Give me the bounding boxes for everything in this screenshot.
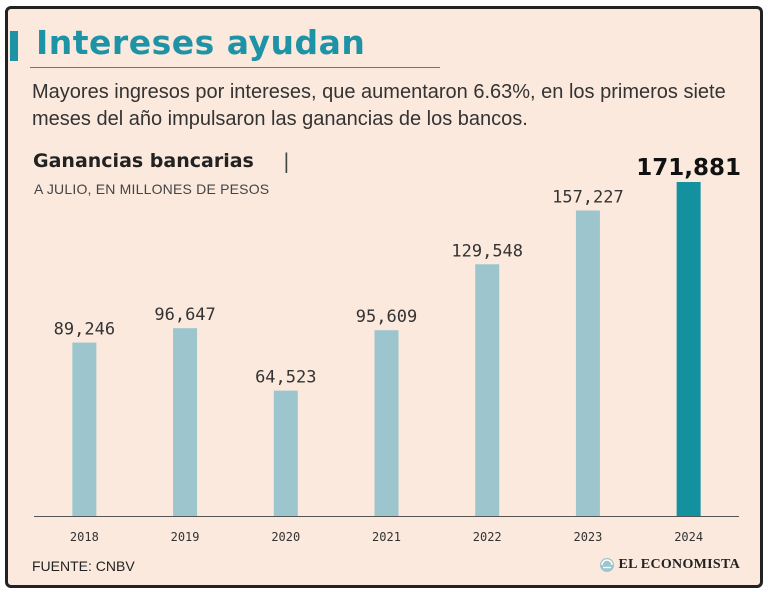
value-label-2023: 157,227 xyxy=(552,187,624,207)
x-tick-label-2019: 2019 xyxy=(171,530,200,544)
x-tick-label-2024: 2024 xyxy=(674,530,703,544)
value-label-2018: 89,246 xyxy=(54,320,115,340)
bar-2024 xyxy=(676,182,701,516)
value-label-2024: 171,881 xyxy=(636,155,741,181)
x-tick-label-2020: 2020 xyxy=(271,530,300,544)
bar-2020 xyxy=(273,390,298,516)
brand: EL ECONOMISTA xyxy=(599,557,741,573)
value-label-2019: 96,647 xyxy=(154,305,215,325)
chart-title-separator: | xyxy=(283,149,290,173)
title-accent-bar xyxy=(10,31,18,61)
chart-unit-label: A JULIO, EN MILLONES DE PESOS xyxy=(34,181,270,197)
x-tick-label-2021: 2021 xyxy=(372,530,401,544)
bar-2023 xyxy=(575,210,600,517)
subtitle: Mayores ingresos por intereses, que aume… xyxy=(32,81,726,130)
bar-2021 xyxy=(374,330,399,516)
bar-2019 xyxy=(173,328,198,516)
x-tick-label-2018: 2018 xyxy=(70,530,99,544)
source-note: FUENTE: CNBV xyxy=(32,558,135,574)
value-label-2020: 64,523 xyxy=(255,368,316,388)
x-tick-label-2023: 2023 xyxy=(573,530,602,544)
brand-name: EL ECONOMISTA xyxy=(618,557,740,572)
bar-2018 xyxy=(72,342,97,516)
bar-chart: 89,246 2018 96,647 2019 64,523 2020 95,609 2021… xyxy=(34,155,741,544)
value-label-2022: 129,548 xyxy=(451,241,523,261)
page-title: Intereses ayudan xyxy=(36,23,366,62)
x-tick-label-2022: 2022 xyxy=(473,530,502,544)
value-label-2021: 95,609 xyxy=(356,307,417,327)
infographic-card: Intereses ayudan Mayores ingresos por in… xyxy=(5,6,763,588)
title-underline xyxy=(30,67,440,68)
bar-2022 xyxy=(475,264,500,516)
chart-title: Ganancias bancarias xyxy=(33,150,254,172)
el-economista-logo-icon xyxy=(599,558,614,572)
